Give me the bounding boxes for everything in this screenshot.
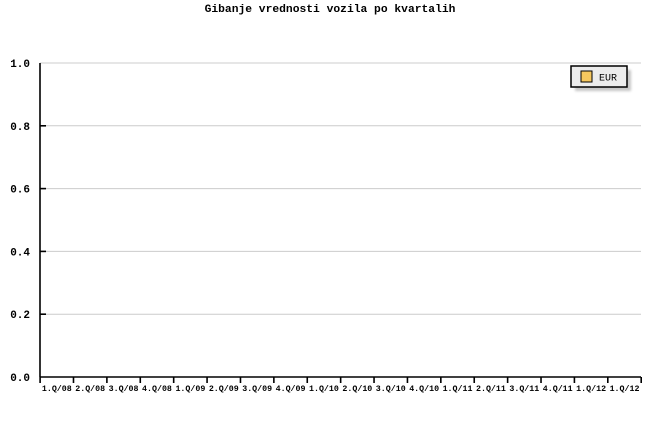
svg-text:4.Q/08: 4.Q/08 bbox=[142, 384, 172, 394]
svg-text:1.Q/09: 1.Q/09 bbox=[175, 384, 205, 394]
svg-text:1.Q/10: 1.Q/10 bbox=[309, 384, 339, 394]
svg-text:3.Q/09: 3.Q/09 bbox=[242, 384, 272, 394]
svg-text:1.Q/12: 1.Q/12 bbox=[576, 384, 606, 394]
svg-text:2.Q/09: 2.Q/09 bbox=[209, 384, 239, 394]
svg-text:4.Q/10: 4.Q/10 bbox=[409, 384, 439, 394]
svg-text:0.6: 0.6 bbox=[10, 185, 30, 197]
svg-text:EUR: EUR bbox=[599, 74, 617, 85]
svg-text:0.4: 0.4 bbox=[10, 247, 30, 259]
svg-text:2.Q/11: 2.Q/11 bbox=[476, 384, 506, 394]
svg-text:1.Q/12: 1.Q/12 bbox=[610, 384, 640, 394]
svg-text:2.Q/08: 2.Q/08 bbox=[75, 384, 105, 394]
svg-text:3.Q/10: 3.Q/10 bbox=[376, 384, 406, 394]
svg-text:1.0: 1.0 bbox=[10, 59, 30, 71]
svg-text:0.0: 0.0 bbox=[10, 373, 30, 385]
svg-text:3.Q/11: 3.Q/11 bbox=[509, 384, 539, 394]
svg-text:0.8: 0.8 bbox=[10, 122, 30, 134]
svg-text:1.Q/11: 1.Q/11 bbox=[443, 384, 473, 394]
svg-text:2.Q/10: 2.Q/10 bbox=[342, 384, 372, 394]
svg-text:4.Q/09: 4.Q/09 bbox=[276, 384, 306, 394]
svg-text:4.Q/11: 4.Q/11 bbox=[543, 384, 573, 394]
svg-text:1.Q/08: 1.Q/08 bbox=[42, 384, 72, 394]
svg-text:3.Q/08: 3.Q/08 bbox=[109, 384, 139, 394]
svg-text:0.2: 0.2 bbox=[10, 310, 30, 322]
